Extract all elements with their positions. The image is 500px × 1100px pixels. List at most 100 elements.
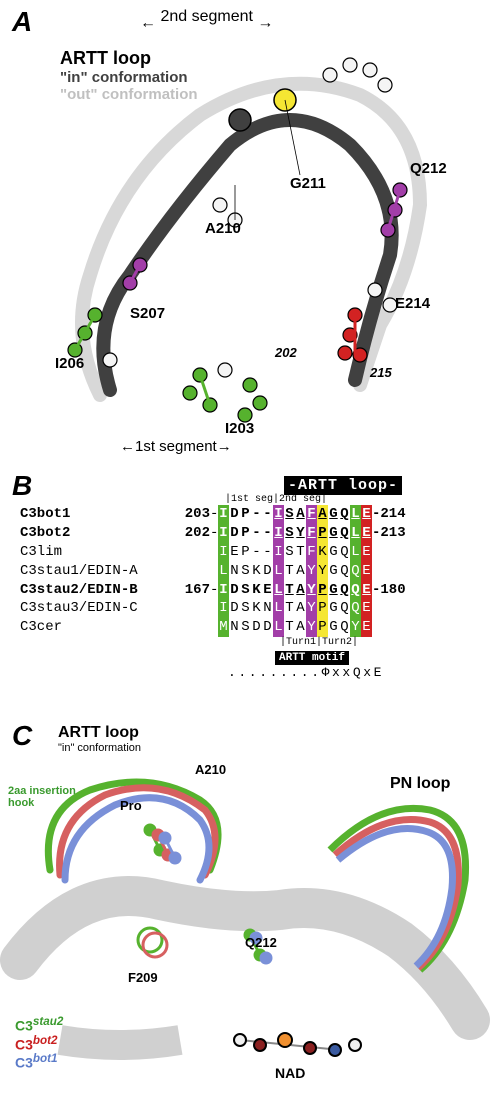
seq-residue: - [262,543,273,562]
seq-residue: P [240,505,251,524]
seq-residue: N [262,599,273,618]
seq-residue: K [251,599,262,618]
label-215: 215 [370,365,392,380]
artt-motif-header: ARTT motif [275,651,349,665]
seq-residue: S [284,543,295,562]
seq-start: 203 [180,505,210,524]
label-pro: Pro [120,798,142,813]
seq-start: 167 [180,581,210,600]
seq-residue: Y [306,581,317,600]
seq-residue: P [317,524,328,543]
seq-name: C3stau1/EDIN-A [20,562,180,581]
seq-end: -213 [372,524,402,543]
seq-residue: S [284,524,295,543]
seq-residue: I [273,543,284,562]
seq-residue: - [262,524,273,543]
seg-subheader: |1st seg|2nd seg| [225,494,402,505]
label-202: 202 [275,345,297,360]
segment-1-label: ←1st segment→ [120,438,232,455]
seq-residue: D [229,524,240,543]
seq-residue: E [361,543,372,562]
seq-residue: G [328,581,339,600]
seq-residue: S [240,581,251,600]
seq-residue: A [295,599,306,618]
seq-residue: I [273,505,284,524]
label-f209: F209 [128,970,158,985]
label-q212-c: Q212 [245,935,277,950]
consensus: .........ΦxxQxE [228,665,402,680]
seq-residue: F [306,543,317,562]
seq-residue: Q [339,524,350,543]
seq-residue: - [251,524,262,543]
seq-residue: Q [350,581,361,600]
seq-residue: - [262,505,273,524]
seq-row: C3bot1203-IDP--ISAFAGQLE-214 [20,505,402,524]
seq-row: C3bot2202-IDP--ISYFPGQLE-213 [20,524,402,543]
legend-stau2: C3stau2 [15,1015,63,1034]
seq-residue: L [350,524,361,543]
seq-name: C3stau2/EDIN-B [20,581,180,600]
seq-residue: D [262,562,273,581]
panel-c: C ARTT loop "in" conformation PN loop [0,720,500,1100]
seq-residue: D [229,599,240,618]
seq-end: -180 [372,581,402,600]
seq-name: C3cer [20,618,180,637]
seq-residue: - [251,505,262,524]
seq-row: C3stau3/EDIN-C IDSKNLTAYPGQQE [20,599,402,618]
seq-residue: G [328,543,339,562]
seq-residue: P [317,599,328,618]
seq-residue: N [229,618,240,637]
seq-residue: E [361,505,372,524]
seq-name: C3bot2 [20,524,180,543]
panel-c-legend: C3stau2 C3bot2 C3bot1 [15,1015,63,1071]
seq-residue: Q [339,562,350,581]
seq-residue: Y [306,618,317,637]
sequence-rows: C3bot1203-IDP--ISAFAGQLE-214C3bot2202-ID… [20,505,402,637]
seq-residue: P [317,581,328,600]
seq-residue: T [284,618,295,637]
seq-residue: G [328,599,339,618]
seq-residue: A [317,505,328,524]
seq-residue: Q [339,581,350,600]
seq-row: C3cer MNSDDLTAYPGQYE [20,618,402,637]
seq-residue: E [361,524,372,543]
seq-residue: P [317,618,328,637]
seq-residue: L [273,618,284,637]
seq-residue: I [218,543,229,562]
seq-name: C3bot1 [20,505,180,524]
seq-residue: N [229,562,240,581]
seq-residue: L [273,562,284,581]
seq-residue: L [273,599,284,618]
ribbon-helix [20,896,470,1020]
seq-residue: S [240,599,251,618]
seq-residue: T [284,599,295,618]
seq-residue: Y [306,599,317,618]
seq-residue: D [251,618,262,637]
panel-a-structure [0,15,500,455]
seq-name: C3lim [20,543,180,562]
seq-residue: G [328,618,339,637]
seq-residue: L [273,581,284,600]
seq-residue: A [295,562,306,581]
seq-residue: Y [317,562,328,581]
seq-residue: T [284,581,295,600]
seq-end: -214 [372,505,402,524]
seq-residue: - [251,543,262,562]
artt-loop-header: -ARTT loop- [284,476,402,495]
panel-a: A ← 2nd segment → ARTT loop "in" conform… [0,0,500,460]
seq-residue: A [295,618,306,637]
seq-residue: D [229,505,240,524]
seq-residue: F [306,524,317,543]
legend-bot2: C3bot2 [15,1034,63,1053]
seq-residue: E [361,599,372,618]
seq-residue: G [328,524,339,543]
seq-residue: P [240,524,251,543]
seq-residue: Q [350,599,361,618]
in-atom-top [229,109,251,131]
label-a210: A210 [205,220,241,237]
seq-residue: E [262,581,273,600]
seq-residue: I [218,581,229,600]
label-a210-c: A210 [195,762,226,777]
seq-residue: F [306,505,317,524]
seq-residue: K [251,562,262,581]
